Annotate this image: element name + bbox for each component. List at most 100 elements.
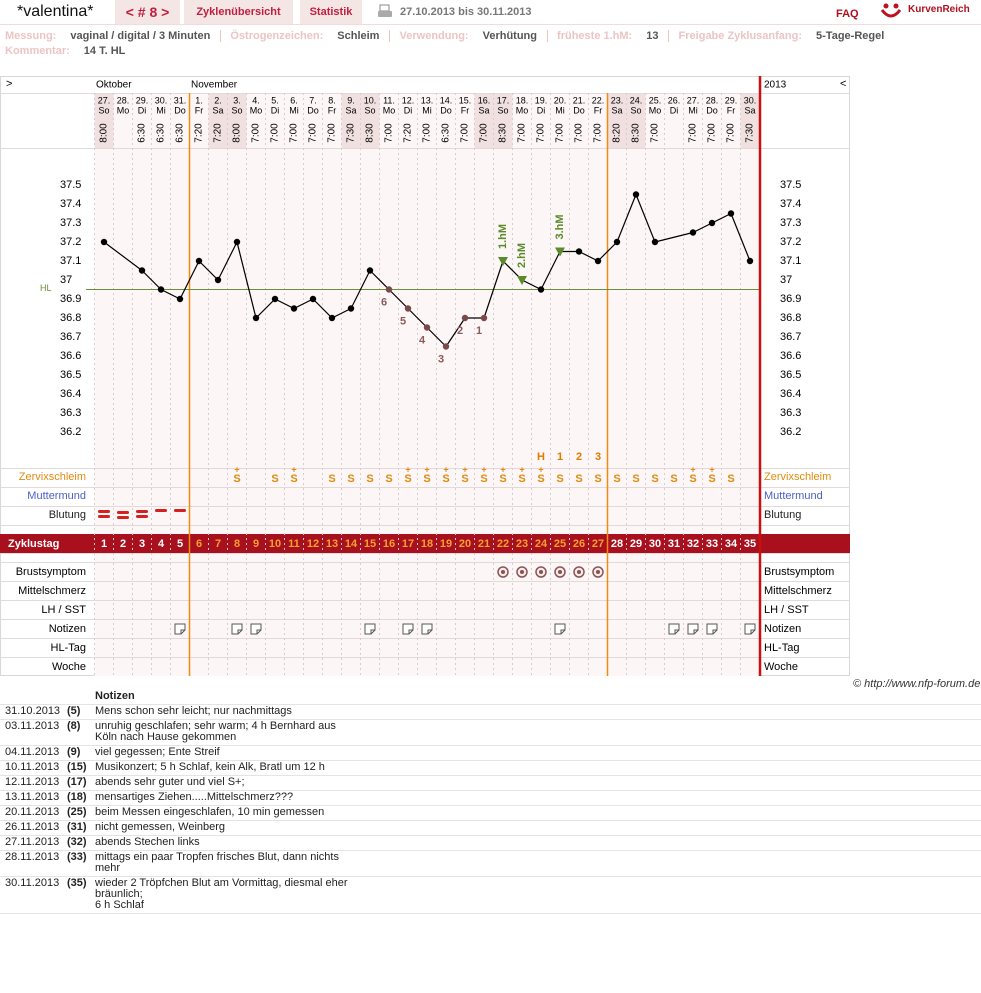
curve-segment: [616, 194, 637, 243]
date-label: 4.: [252, 95, 260, 105]
temperature-point: [138, 267, 146, 274]
note-icon-fold: [427, 629, 432, 634]
time-label: 7:00: [251, 123, 262, 143]
weekday-label: Sa: [212, 105, 223, 115]
weekday-label: Sa: [478, 105, 489, 115]
user-name: *valentina*: [17, 3, 94, 20]
info-label: Östrogenzeichen:: [230, 30, 324, 42]
note-icon: [744, 623, 756, 635]
date-label: 16.: [478, 95, 491, 105]
note-cycle-day: (15): [67, 761, 87, 773]
note-row: 12.11.2013 (17) abends sehr guter und viel…: [0, 776, 981, 791]
time-label: 7:00: [650, 123, 661, 143]
mucus-plus: +: [519, 464, 524, 474]
info-value: 14 T. HL: [83, 45, 126, 57]
hm-marker: [517, 276, 527, 285]
cycle-day: 31: [668, 538, 680, 550]
cycle-day: 30: [649, 538, 661, 550]
time-label: 7:00: [422, 123, 433, 143]
y-tick-label-right: 37.1: [780, 255, 801, 267]
cycle-day: 5: [177, 538, 183, 550]
row-label: Zervixschleim: [19, 471, 86, 483]
date-label: 7.: [309, 95, 317, 105]
date-label: 6.: [290, 95, 298, 105]
tab[interactable]: Statistik: [300, 0, 362, 24]
note-icon-shape: [706, 623, 718, 635]
temperature-point: [404, 305, 412, 312]
weekday-label: Fr: [195, 105, 204, 115]
row-label-right: Blutung: [764, 509, 801, 521]
note-date: 26.11.2013: [5, 821, 60, 833]
print-icon[interactable]: [377, 4, 393, 20]
time-label: 7:00: [688, 123, 699, 143]
temperature-point: [347, 305, 355, 312]
cycle-day: 29: [630, 538, 642, 550]
weekday-label: Mi: [555, 105, 565, 115]
curve-segment: [217, 241, 238, 281]
info-line: Messung: vaginal / digital / 3 Minuten Ös…: [5, 30, 894, 42]
curve-segment: [654, 231, 694, 243]
mucus-symbol: S: [499, 473, 506, 485]
note-cycle-day: (32): [67, 836, 87, 848]
temperature-point: [537, 286, 545, 293]
date-label: 20.: [554, 95, 567, 105]
row-label-right: Zervixschleim: [764, 471, 831, 483]
time-label: 7:00: [289, 123, 300, 143]
note-icon: [364, 623, 376, 635]
time-label: 6:30: [137, 123, 148, 143]
curve-segment: [198, 260, 219, 281]
cycle-day: 19: [440, 538, 452, 550]
curve-segment: [426, 327, 447, 347]
weekend-header: [360, 93, 380, 148]
logo-text[interactable]: KurvenReich: [908, 4, 970, 15]
temperature-point: [366, 267, 374, 274]
y-tick-label-right: 37.5: [780, 179, 801, 191]
notes-title: Notizen: [0, 688, 981, 705]
y-tick-label: 37.2: [60, 236, 81, 248]
time-label: 8:20: [612, 123, 623, 143]
note-icon-shape: [174, 623, 186, 635]
temperature-point: [423, 324, 431, 331]
date-label: 30.: [744, 95, 757, 105]
notes-table: Notizen 31.10.2013 (5) Mens schon sehr lei…: [0, 688, 981, 914]
temperature-point: [157, 286, 165, 293]
curve-segment: [103, 241, 143, 271]
y-tick-label: 36.8: [60, 312, 81, 324]
note-cycle-day: (8): [67, 720, 81, 732]
faq-link[interactable]: FAQ: [836, 8, 859, 20]
note-text: mensartiges Ziehen.....Mittelschmerz???: [95, 791, 294, 803]
separator: [668, 30, 670, 42]
cycle-nav[interactable]: < # 8 >: [115, 0, 180, 24]
background-layer: [0, 93, 850, 676]
hm-marker: [498, 257, 508, 266]
breast-icon-dot: [595, 569, 601, 575]
temperature-point: [328, 314, 336, 322]
date-label: 27.: [98, 95, 111, 105]
mucus-plus: +: [500, 464, 505, 474]
info-value: Schleim: [337, 30, 380, 42]
y-tick-label-right: 36.8: [780, 312, 801, 324]
weekday-label: Di: [271, 105, 280, 115]
curve-segment: [407, 308, 428, 328]
note-text: abends sehr guter und viel S+;: [95, 776, 245, 788]
cycle-day: 26: [573, 538, 585, 550]
y-tick-label: 36.3: [60, 407, 81, 419]
mucus-symbol: S: [480, 473, 487, 485]
y-tick-label-right: 36.6: [780, 350, 801, 362]
logo-icon: [880, 3, 902, 18]
weekday-label: Fr: [594, 105, 603, 115]
note-date: 28.11.2013: [5, 851, 60, 863]
mucus-symbol: S: [423, 473, 430, 485]
temperature-point: [233, 238, 241, 246]
note-icon: [402, 623, 414, 635]
tab[interactable]: Zyklenübersicht: [184, 0, 293, 24]
info-label: Kommentar:: [5, 45, 70, 57]
weekday-label: Mo: [250, 105, 263, 115]
mucus-plus: +: [538, 464, 543, 474]
cycle-day: 22: [497, 538, 509, 550]
weekday-label: So: [497, 105, 508, 115]
curve-segment: [141, 270, 162, 290]
date-label: 31.: [174, 95, 187, 105]
cycle-day: 9: [253, 538, 259, 550]
mucus-symbol: S: [290, 473, 297, 485]
